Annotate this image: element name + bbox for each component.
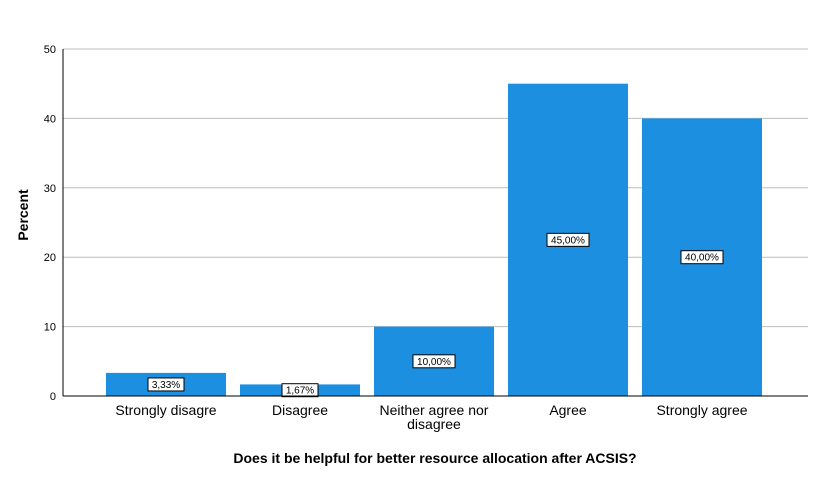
y-tick-label: 0 [50, 391, 56, 403]
data-label-box [281, 383, 319, 398]
y-tick-label: 50 [44, 44, 56, 56]
data-label-box [680, 250, 724, 265]
data-label: 45,00% [551, 235, 585, 246]
x-axis-title: Does it be helpful for better resource a… [233, 450, 636, 466]
data-label-box [546, 232, 590, 247]
x-tick-label: Agree [549, 402, 587, 418]
data-label: 40,00% [685, 253, 719, 264]
data-label: 3,33% [152, 380, 180, 391]
x-tick-label: Disagree [272, 402, 328, 418]
y-tick-label: 10 [44, 322, 56, 334]
y-tick-label: 40 [44, 113, 56, 125]
y-axis-title: Percent [15, 189, 31, 241]
bars [106, 83, 762, 397]
axes: 0 10 20 30 40 50 Strongly disagre Disagree Neith… [44, 44, 808, 432]
x-tick-label: Neither agree nor disagree [380, 402, 489, 432]
y-tick-label: 30 [44, 183, 56, 195]
data-label-box [412, 354, 456, 369]
data-label: 10,00% [417, 357, 451, 368]
x-tick-label: Strongly disagre [115, 402, 216, 418]
data-label-box [147, 377, 185, 392]
x-tick-label: Strongly agree [656, 402, 747, 418]
y-tick-label: 20 [44, 252, 56, 264]
data-labels: 3,33% 1,67% 10,00% 45,00% 40,00% [147, 232, 724, 398]
data-label: 1,67% [286, 386, 314, 397]
